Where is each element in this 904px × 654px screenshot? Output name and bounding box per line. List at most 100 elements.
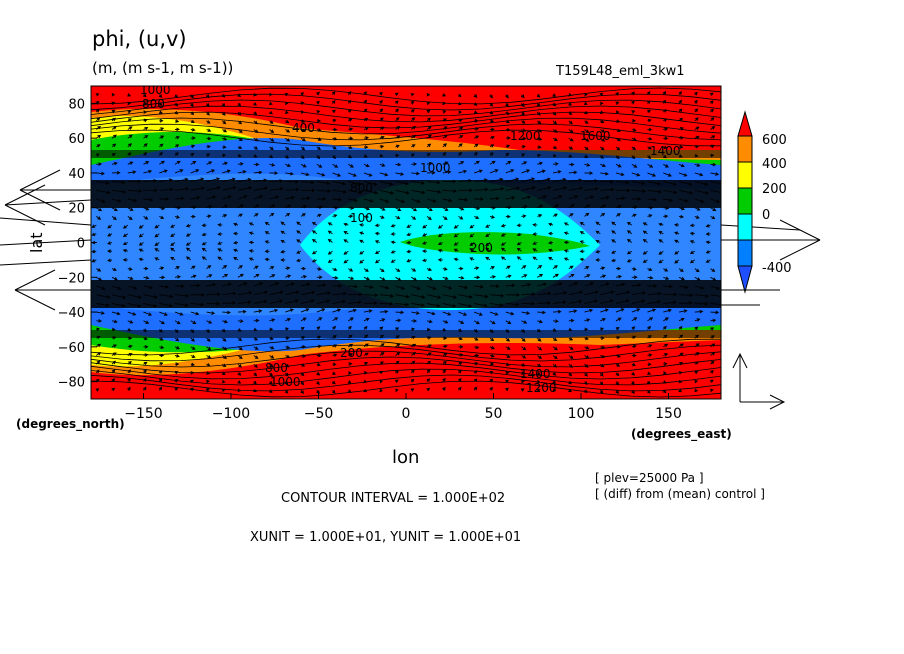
vector-arrow (521, 214, 527, 218)
vector-arrow (316, 213, 322, 218)
vector-arrow (709, 92, 714, 97)
vector-arrow (616, 266, 622, 271)
vector-arrow (138, 248, 144, 252)
vector-arrow (600, 274, 607, 278)
run-label: T159L48_eml_3kw1 (555, 64, 685, 79)
vector-arrow (710, 207, 717, 211)
vector-arrow (159, 143, 164, 148)
vector-arrow (237, 177, 252, 183)
vector-arrow (327, 222, 333, 226)
vector-arrow (379, 153, 384, 158)
vector-arrow (159, 169, 168, 174)
vector-arrow (237, 120, 242, 125)
vector-arrow (174, 110, 179, 115)
vector-arrow (174, 102, 179, 107)
vector-arrow (95, 92, 100, 97)
vector-arrow (142, 101, 147, 106)
vector-arrow (411, 311, 420, 315)
vector-arrow (285, 317, 291, 322)
vector-arrow (264, 231, 270, 235)
vector-arrow (647, 146, 652, 150)
vector-arrow (285, 336, 290, 340)
vector-arrow (694, 343, 700, 348)
vector-arrow (694, 181, 709, 186)
vector-arrow (237, 111, 242, 116)
vector-arrow (327, 230, 333, 235)
vector-arrow (532, 248, 538, 252)
vector-arrow (158, 370, 163, 374)
vector-arrow (600, 137, 606, 142)
vector-arrow (568, 355, 574, 359)
vector-arrow (505, 103, 509, 108)
vector-arrow (694, 268, 700, 273)
vector-arrow (111, 336, 117, 340)
vector-arrow (253, 265, 259, 269)
contour-line (91, 338, 721, 356)
vector-arrow (363, 154, 368, 158)
vector-arrow (615, 163, 622, 168)
vector-arrow (206, 103, 210, 108)
vector-arrow (96, 153, 100, 157)
vector-arrow (537, 363, 542, 368)
vector-arrow (394, 379, 399, 384)
vector-arrow (474, 284, 484, 289)
vector-arrow (442, 101, 447, 106)
vector-arrow (521, 363, 526, 367)
vector-arrow (631, 128, 637, 132)
vector-arrow (300, 137, 306, 142)
vector-arrow (442, 294, 458, 299)
vector-arrow (584, 336, 589, 341)
vector-arrow (500, 242, 507, 246)
vector-arrow (363, 99, 368, 104)
vector-arrow (411, 268, 417, 272)
vector-arrow (437, 241, 443, 246)
vector-arrow (222, 214, 228, 218)
vector-arrow (489, 187, 505, 191)
vector-arrow (437, 258, 443, 262)
vector-arrow (458, 135, 464, 139)
vector-arrow (159, 118, 164, 123)
vector-arrow (158, 329, 163, 333)
x-axis-label: lon (392, 447, 419, 468)
vector-arrow (579, 257, 585, 262)
vector-arrow (174, 187, 190, 191)
vector-arrow (143, 353, 149, 357)
vector-arrow (395, 153, 400, 158)
vector-arrow (159, 160, 165, 165)
vector-arrow (374, 240, 380, 244)
vector-arrow (143, 135, 149, 139)
vector-arrow (426, 267, 432, 272)
vector-arrow (631, 91, 635, 96)
vector-arrow (248, 249, 254, 253)
vector-arrow (642, 222, 648, 226)
vector-arrow (332, 189, 347, 194)
vector-arrow (91, 258, 97, 263)
vector-arrow (663, 127, 669, 131)
vector-arrow (537, 120, 542, 125)
vector-arrow (689, 250, 696, 254)
vector-arrow (457, 101, 462, 106)
vector-arrow (343, 222, 349, 227)
vector-arrow (600, 266, 606, 270)
vector-arrow (532, 232, 538, 236)
vector-arrow (422, 224, 428, 229)
vector-arrow (111, 285, 122, 290)
vector-arrow (489, 94, 494, 99)
vector-arrow (222, 161, 228, 166)
vector-arrow (422, 249, 428, 253)
vector-arrow (390, 259, 396, 263)
vector-arrow (174, 386, 179, 391)
vector-arrow (505, 186, 521, 191)
vector-arrow (395, 327, 400, 331)
vector-arrow (600, 146, 605, 151)
vector-arrow (206, 363, 211, 367)
vector-arrow (331, 100, 336, 104)
vector-arrow (269, 345, 275, 350)
vector-arrow (174, 345, 180, 350)
vector-arrow (489, 284, 500, 288)
vector-arrow (584, 204, 591, 209)
vector-arrow (143, 369, 147, 374)
vector-arrow (363, 301, 378, 305)
vector-arrow (190, 177, 205, 183)
vector-arrow (595, 239, 601, 244)
